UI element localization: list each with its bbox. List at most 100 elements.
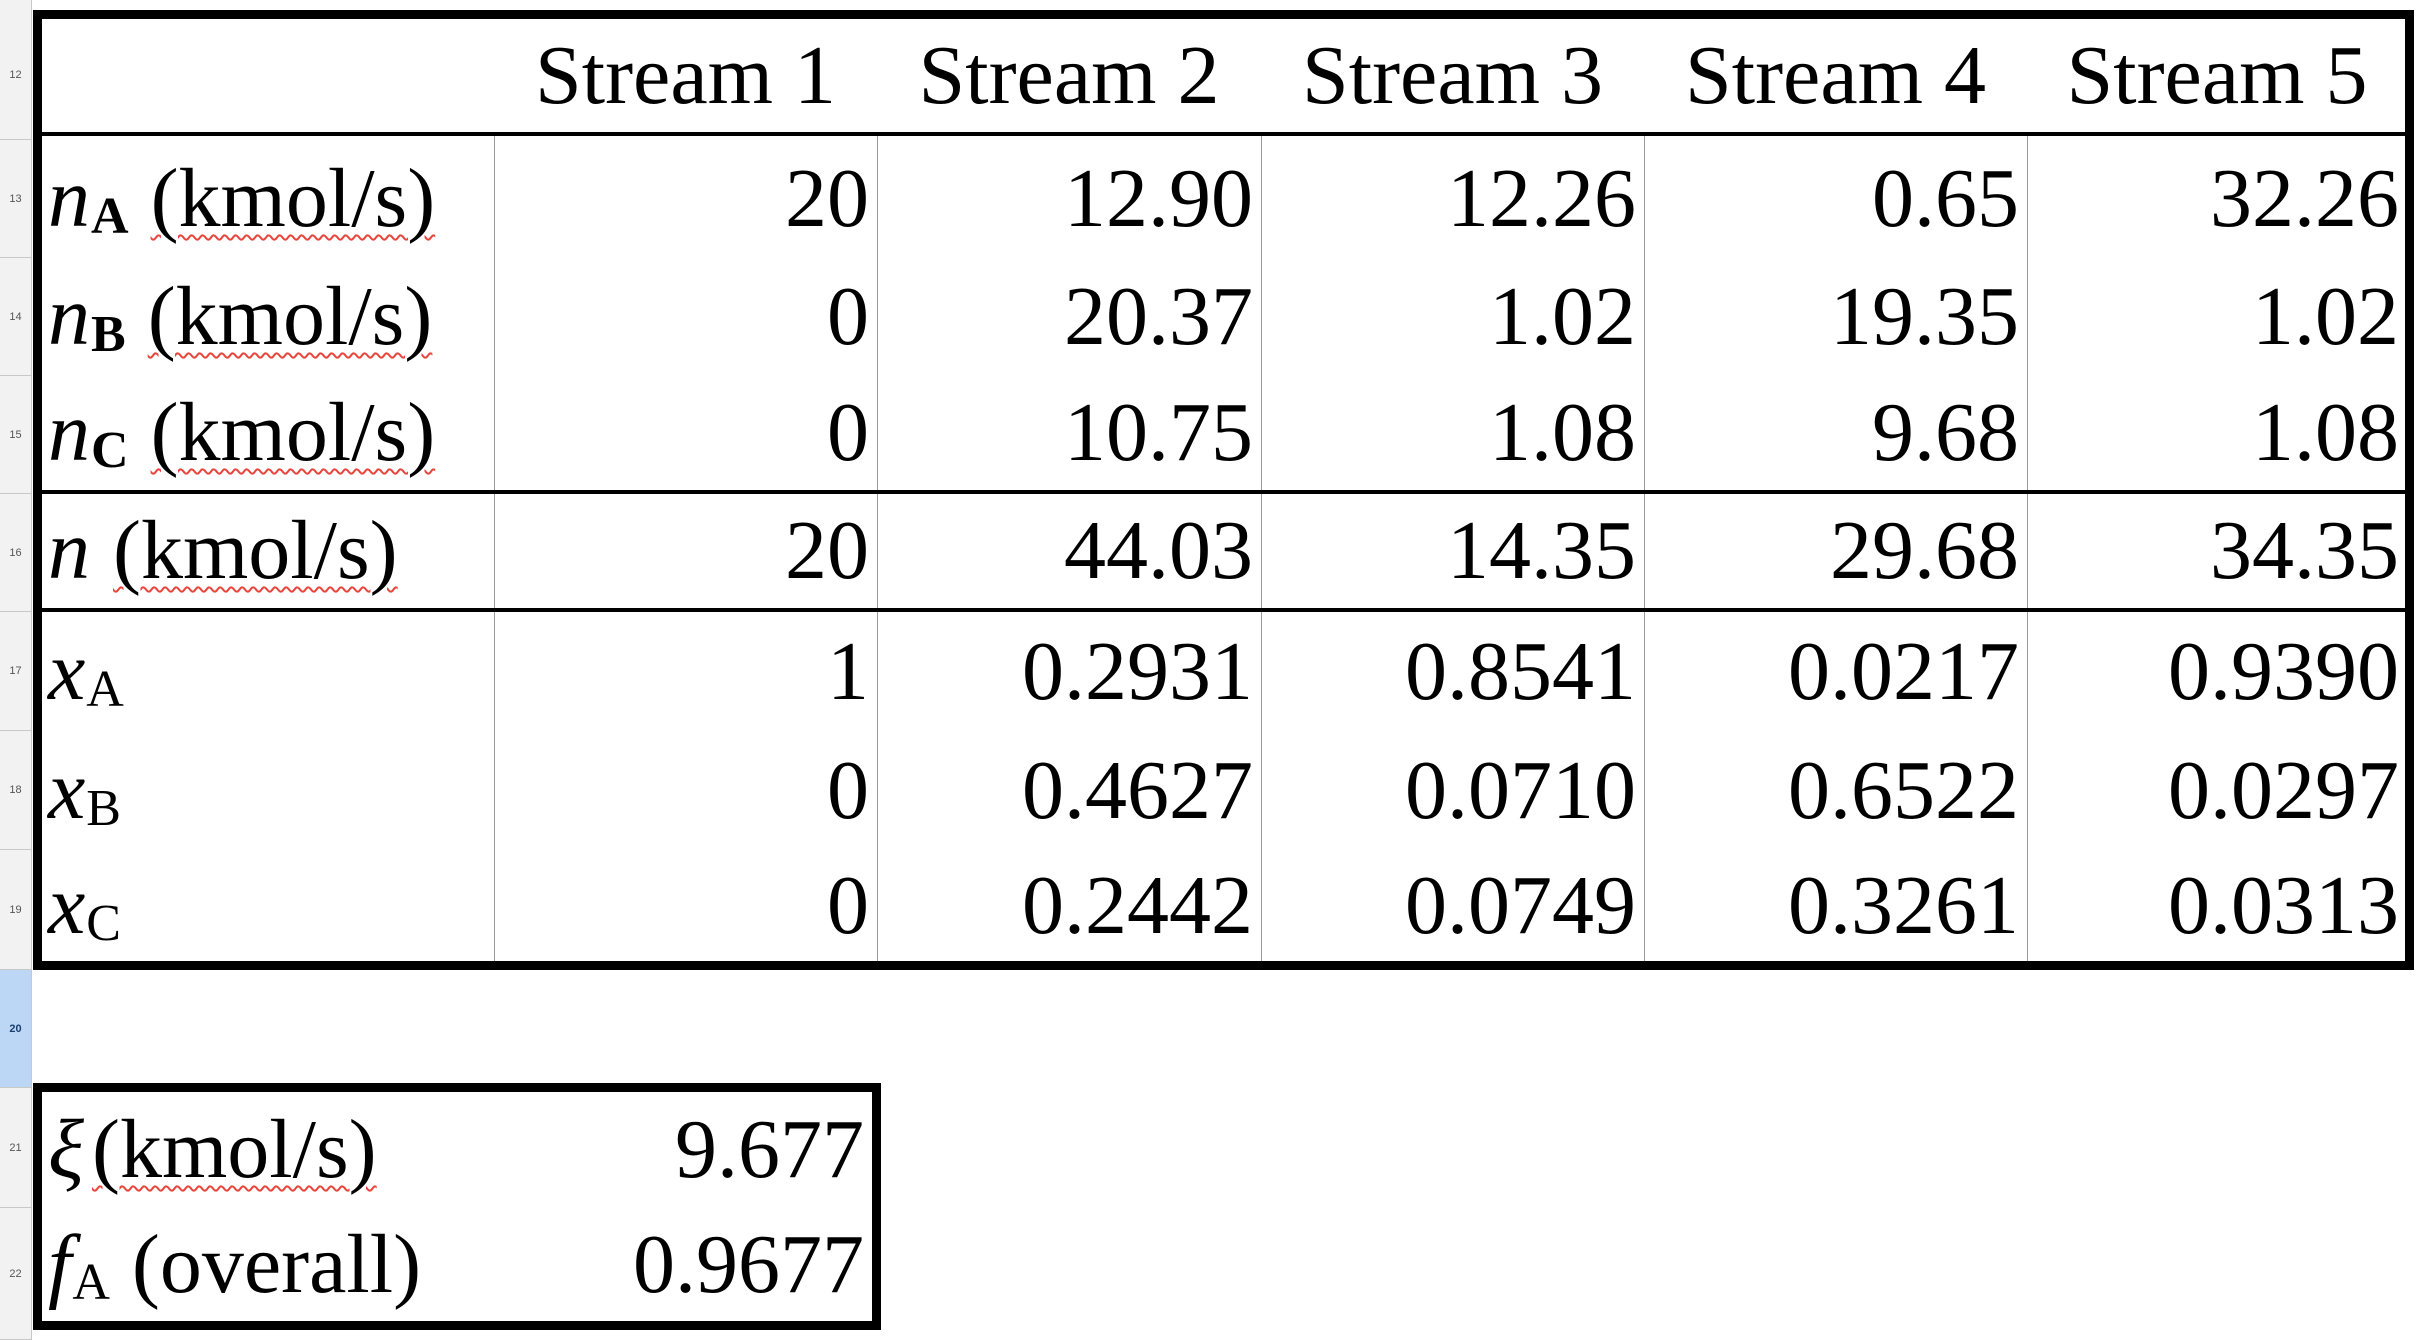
row-header-17[interactable]: 17 xyxy=(0,612,31,731)
cell-xA-stream-5[interactable]: 0.9390 xyxy=(2168,624,2399,718)
row-header-15[interactable]: 15 xyxy=(0,376,31,494)
subscript: C xyxy=(91,422,129,479)
header-rule xyxy=(40,132,2410,136)
row-header-22[interactable]: 22 xyxy=(0,1208,31,1340)
cell-nB-stream-1[interactable]: 0 xyxy=(827,270,869,363)
cell-extent-value[interactable]: 9.677 xyxy=(675,1103,864,1196)
cell-nB-stream-3[interactable]: 1.02 xyxy=(1489,270,1636,363)
label-nA[interactable]: n A (kmol/s) xyxy=(42,140,494,258)
cell-nC-stream-3[interactable]: 1.08 xyxy=(1489,386,1636,479)
stream-table-border xyxy=(33,10,2414,970)
row-number: 17 xyxy=(9,665,22,677)
row-header-12[interactable]: 12 xyxy=(0,10,31,140)
row-header-20[interactable]: 20 xyxy=(0,970,31,1088)
unit: (kmol/s) xyxy=(150,386,436,479)
symbol: f xyxy=(48,1217,72,1311)
cell-n-stream-3[interactable]: 14.35 xyxy=(1447,504,1636,597)
cell-xA-stream-1[interactable]: 1 xyxy=(827,624,869,718)
cell-xC-stream-3[interactable]: 0.0749 xyxy=(1405,858,1636,952)
cell-xA-stream-2[interactable]: 0.2931 xyxy=(1022,624,1253,718)
cell-xC-stream-2[interactable]: 0.2442 xyxy=(1022,858,1253,952)
symbol: n xyxy=(48,152,90,245)
subscript: A xyxy=(72,1253,110,1311)
column-divider xyxy=(494,136,495,966)
cell-nC-stream-2[interactable]: 10.75 xyxy=(1064,386,1253,479)
header-stream-5[interactable]: Stream 5 xyxy=(2066,29,2368,122)
header-stream-1[interactable]: Stream 1 xyxy=(535,29,836,122)
row-header-column xyxy=(0,0,32,1340)
row-number: 14 xyxy=(9,310,22,323)
cell-xB-stream-3[interactable]: 0.0710 xyxy=(1405,743,1636,837)
cell-nA-stream-5[interactable]: 32.26 xyxy=(2210,152,2399,245)
row-number: 21 xyxy=(9,1141,22,1154)
cell-xB-stream-2[interactable]: 0.4627 xyxy=(1022,743,1253,837)
cell-n-stream-2[interactable]: 44.03 xyxy=(1064,504,1253,597)
symbol: x xyxy=(48,624,86,718)
header-stream-4[interactable]: Stream 4 xyxy=(1685,29,1986,122)
cell-xC-stream-1[interactable]: 0 xyxy=(827,858,869,952)
total-rule-top xyxy=(40,490,2410,494)
cell-nC-stream-1[interactable]: 0 xyxy=(827,386,869,479)
unit: (kmol/s) xyxy=(91,1103,377,1196)
cell-nA-stream-2[interactable]: 12.90 xyxy=(1064,152,1253,245)
cell-xB-stream-4[interactable]: 0.6522 xyxy=(1788,743,2019,837)
cell-nB-stream-5[interactable]: 1.02 xyxy=(2252,270,2399,363)
row-number: 20 xyxy=(9,1022,22,1035)
header-stream-2[interactable]: Stream 2 xyxy=(918,29,1220,122)
cell-xA-stream-3[interactable]: 0.8541 xyxy=(1405,624,1636,718)
column-divider xyxy=(1644,136,1645,966)
summary-box-border xyxy=(33,1083,881,1330)
label-nB[interactable]: n B (kmol/s) xyxy=(42,258,494,376)
row-header-19[interactable]: 19 xyxy=(0,850,31,970)
cell-fractional-conversion-value[interactable]: 0.9677 xyxy=(633,1217,864,1311)
subscript: C xyxy=(86,894,121,952)
total-rule-bottom xyxy=(40,608,2410,612)
cell-nB-stream-2[interactable]: 20.37 xyxy=(1064,270,1253,363)
cell-xC-stream-5[interactable]: 0.0313 xyxy=(2168,858,2399,952)
symbol: x xyxy=(48,743,86,837)
row-number: 16 xyxy=(9,546,22,559)
row-number: 19 xyxy=(9,903,22,916)
cell-xB-stream-5[interactable]: 0.0297 xyxy=(2168,743,2399,837)
label-extent[interactable]: ξ (kmol/s) xyxy=(42,1092,492,1208)
symbol: x xyxy=(48,858,86,952)
column-divider xyxy=(877,136,878,966)
unit: (kmol/s) xyxy=(147,270,433,363)
row-header-13[interactable]: 13 xyxy=(0,140,31,258)
subscript: A xyxy=(86,660,124,718)
row-number: 12 xyxy=(9,68,22,81)
cell-nC-stream-4[interactable]: 9.68 xyxy=(1872,386,2019,479)
column-divider xyxy=(2027,136,2028,966)
row-number: 22 xyxy=(9,1267,22,1280)
symbol: n xyxy=(48,504,90,597)
row-header-14[interactable]: 14 xyxy=(0,258,31,376)
label-n-total[interactable]: n (kmol/s) xyxy=(42,494,494,608)
cell-nC-stream-5[interactable]: 1.08 xyxy=(2252,386,2399,479)
cell-n-stream-1[interactable]: 20 xyxy=(785,504,869,597)
cell-n-stream-5[interactable]: 34.35 xyxy=(2210,504,2399,597)
header-stream-3[interactable]: Stream 3 xyxy=(1302,29,1603,122)
row-header-21[interactable]: 21 xyxy=(0,1088,31,1208)
cell-xB-stream-1[interactable]: 0 xyxy=(827,743,869,837)
row-header-16[interactable]: 16 xyxy=(0,494,31,612)
cell-xC-stream-4[interactable]: 0.3261 xyxy=(1788,858,2019,952)
row-header-18[interactable]: 18 xyxy=(0,731,31,850)
label-fractional-conversion[interactable]: f A (overall) xyxy=(42,1208,492,1321)
cell-nA-stream-3[interactable]: 12.26 xyxy=(1447,152,1636,245)
symbol: n xyxy=(48,386,90,479)
cell-xA-stream-4[interactable]: 0.0217 xyxy=(1788,624,2019,718)
symbol: n xyxy=(48,270,90,363)
row-number: 13 xyxy=(9,192,22,205)
subscript: B xyxy=(91,306,126,363)
label-nC[interactable]: n C (kmol/s) xyxy=(42,376,494,490)
cell-nA-stream-4[interactable]: 0.65 xyxy=(1872,152,2019,245)
xi-symbol: ξ xyxy=(48,1103,84,1196)
cell-n-stream-4[interactable]: 29.68 xyxy=(1830,504,2019,597)
row-number: 15 xyxy=(9,428,22,441)
subscript: B xyxy=(86,779,121,837)
cell-nB-stream-4[interactable]: 19.35 xyxy=(1830,270,2019,363)
cell-nA-stream-1[interactable]: 20 xyxy=(785,152,869,245)
